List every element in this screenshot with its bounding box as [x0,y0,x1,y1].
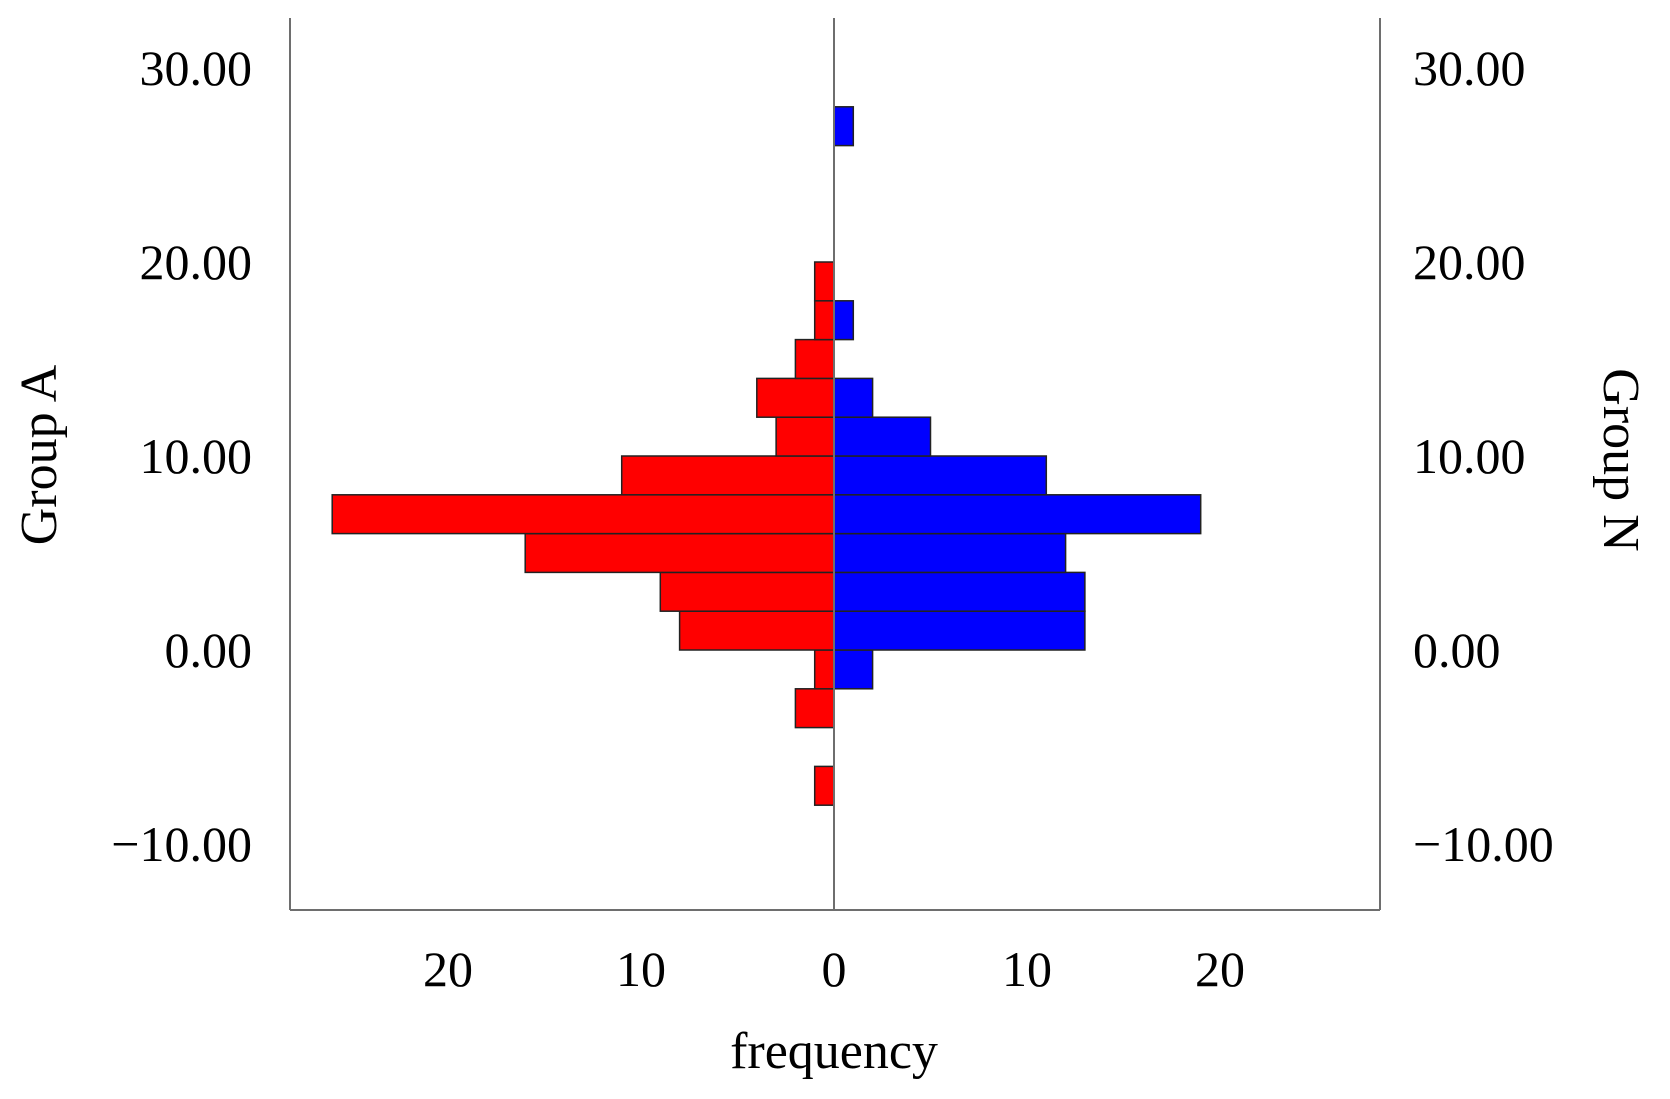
bar-group-n-0 [833,649,874,690]
bar-group-n-2 [833,571,1086,612]
bar-group-n-1 [833,610,1086,651]
bar-group-a-1 [794,688,835,729]
bar-group-a-10 [794,338,835,380]
bar-group-n-5 [833,455,1048,496]
y-tick-left-0: −10.00 [111,816,252,872]
left-axis-title: Group A [11,364,68,545]
y-tick-right-2: 10.00 [1413,428,1526,484]
x-tick-zero: 0 [822,941,847,997]
bar-group-a-9 [756,377,835,418]
x-tick-left-1: 10 [616,941,666,997]
right-axis-title: Group N [1592,368,1649,551]
bar-group-a-11 [813,300,835,341]
bar-group-a-3 [678,610,835,651]
bar-group-n-6 [833,416,932,457]
bar-group-a-8 [775,416,835,457]
y-tick-right-1: 0.00 [1413,622,1501,678]
x-tick-left-0: 20 [423,941,473,997]
x-tick-right-1: 20 [1195,941,1245,997]
bars-layer [331,106,1202,806]
y-tick-left-3: 20.00 [140,234,253,290]
bar-group-a-4 [659,571,835,612]
bar-group-n-3 [833,532,1067,574]
bar-group-a-7 [620,455,835,496]
bar-group-n-9 [833,106,855,147]
bar-group-a-5 [524,532,835,574]
bar-group-a-2 [813,649,835,690]
x-axis-title: frequency [730,1023,938,1080]
tick-labels-layer: −10.00 −10.00 0.00 0.00 10.00 10.00 20.00 20.00… [111,40,1553,997]
x-tick-right-0: 10 [1002,941,1052,997]
y-tick-left-1: 0.00 [165,622,253,678]
y-tick-right-3: 20.00 [1413,234,1526,290]
bar-group-n-7 [833,377,874,418]
y-tick-right-4: 30.00 [1413,40,1526,96]
axes-layer [289,18,1381,911]
y-tick-left-2: 10.00 [140,428,253,484]
bar-group-n-8 [833,300,855,341]
y-tick-left-4: 30.00 [140,40,253,96]
bar-group-a-6 [331,494,835,535]
y-tick-right-0: −10.00 [1413,816,1554,872]
bar-group-a-12 [813,261,835,302]
bar-group-a-0 [813,765,835,806]
bar-group-n-4 [833,494,1202,535]
